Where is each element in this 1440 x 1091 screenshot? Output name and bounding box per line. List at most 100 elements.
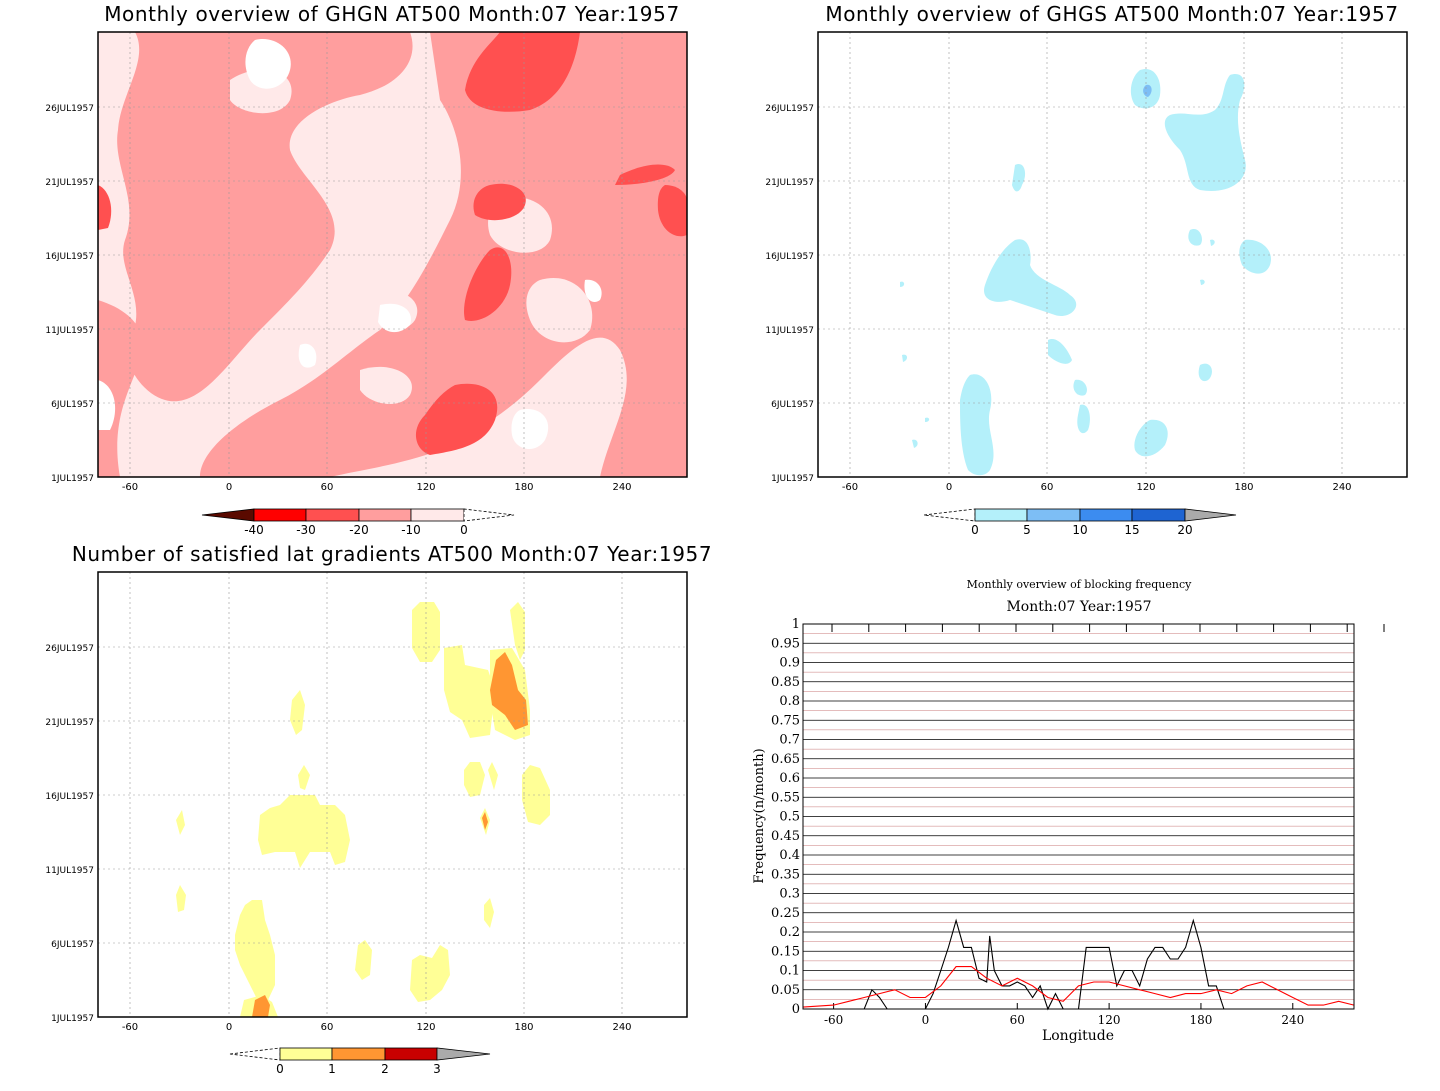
lat-colorbar-swatch — [279, 1047, 333, 1061]
lat-colorbar-label: 3 — [433, 1062, 441, 1076]
lat-colorbar — [229, 1047, 491, 1061]
ghgs-ytick: 21JUL1957 — [765, 178, 814, 188]
panel-lat-title: Number of satisfied lat gradients AT500 … — [72, 542, 712, 566]
lat-ytick: 21JUL1957 — [45, 718, 94, 728]
ghgs-grid — [818, 32, 1407, 477]
freq-ytick: 0.4 — [779, 848, 800, 863]
ghgs-ytick: 26JUL1957 — [765, 104, 814, 114]
freq-ylabel: Frequency(n/month) — [752, 748, 767, 883]
ghgn-xtick: 0 — [226, 482, 232, 493]
ghgn-ytick: 11JUL1957 — [45, 326, 94, 336]
panel-ghgn-title: Monthly overview of GHGN AT500 Month:07 … — [104, 2, 680, 26]
lat-xtick: 240 — [612, 1022, 631, 1033]
lat-ytick: 26JUL1957 — [45, 644, 94, 654]
freq-ytick: 0.65 — [771, 752, 800, 767]
ghgs-colorbar-labels: 0 5 10 15 20 — [971, 523, 1192, 537]
lat-y-ticks: 1JUL1957 6JUL1957 11JUL1957 16JUL1957 21… — [45, 644, 94, 1024]
ghgn-ytick: 21JUL1957 — [45, 178, 94, 188]
ghgn-x-ticks: -60 0 60 120 180 240 — [122, 482, 632, 493]
ghgs-colorbar-label: 5 — [1023, 523, 1031, 537]
ghgn-colorbar-labels: -40 -30 -20 -10 0 — [244, 523, 468, 537]
ghgn-colorbar-swatch — [253, 508, 307, 522]
ghgn-colorbar-swatch — [201, 508, 255, 522]
lat-colorbar-swatch — [331, 1047, 386, 1061]
ghgs-xtick: 180 — [1234, 482, 1253, 493]
freq-ytick: 0.95 — [771, 636, 800, 651]
freq-ytick: 1 — [792, 617, 800, 632]
lat-colorbar-label: 1 — [328, 1062, 336, 1076]
ghgs-ytick: 6JUL1957 — [771, 400, 814, 410]
lat-xtick: -60 — [122, 1022, 138, 1033]
freq-x-ticks: -60 0 60 120 180 240 — [824, 1003, 1304, 1027]
freq-ytick: 0.25 — [771, 906, 800, 921]
freq-ytick: 0.05 — [771, 983, 800, 998]
freq-ytick: 0.2 — [779, 925, 800, 940]
freq-y-ticks: 0 0.05 0.1 0.15 0.2 0.25 0.3 0.35 0.4 0.45 0.5 0.55… — [771, 617, 800, 1017]
ghgn-colorbar-swatch — [410, 508, 465, 522]
panel-ghgn: Monthly overview of GHGN AT500 Month:07 … — [45, 2, 688, 537]
ghgs-xtick: -60 — [842, 482, 858, 493]
ghgs-y-ticks: 1JUL1957 6JUL1957 11JUL1957 16JUL1957 21… — [765, 104, 814, 484]
ghgn-frame — [97, 31, 688, 478]
ghgn-colorbar-swatch — [358, 508, 412, 522]
lat-x-ticks: -60 0 60 120 180 240 — [122, 1022, 632, 1033]
freq-xtick: 0 — [922, 1013, 930, 1027]
freq-subtitle: Month:07 Year:1957 — [1006, 599, 1151, 615]
ghgn-xtick: -60 — [122, 482, 138, 493]
lat-colorbar-swatch — [229, 1047, 281, 1061]
ghgn-colorbar-label: 0 — [460, 523, 468, 537]
ghgn-ytick: 1JUL1957 — [51, 474, 94, 484]
freq-ytick: 0.1 — [779, 964, 800, 979]
ghgn-colorbar-label: -40 — [244, 523, 264, 537]
panel-lat: Number of satisfied lat gradients AT500 … — [45, 542, 712, 1076]
ghgs-colorbar-label: 0 — [971, 523, 979, 537]
lat-ytick: 16JUL1957 — [45, 792, 94, 802]
freq-grid — [803, 623, 1385, 1010]
ghgs-colorbar-swatch — [923, 508, 976, 522]
lat-xtick: 0 — [226, 1022, 232, 1033]
ghgs-colorbar-label: 20 — [1177, 523, 1192, 537]
ghgs-xtick: 0 — [946, 482, 952, 493]
ghgn-ytick: 6JUL1957 — [51, 400, 94, 410]
ghgs-frame — [817, 31, 1408, 478]
ghgs-ytick: 16JUL1957 — [765, 252, 814, 262]
ghgs-colorbar-swatch — [1184, 508, 1237, 522]
ghgn-xtick: 120 — [416, 482, 435, 493]
freq-xtick: 120 — [1098, 1013, 1121, 1027]
ghgs-colorbar-swatch — [1026, 508, 1081, 522]
freq-xlabel: Longitude — [1042, 1028, 1114, 1044]
freq-series-line — [802, 966, 1355, 1008]
freq-ytick: 0.8 — [779, 694, 800, 709]
ghgs-xtick: 60 — [1041, 482, 1054, 493]
freq-xtick: 60 — [1010, 1013, 1025, 1027]
ghgs-colorbar-swatch — [1079, 508, 1133, 522]
ghgn-colorbar-label: -20 — [349, 523, 369, 537]
ghgn-colorbar-swatch — [305, 508, 360, 522]
panel-ghgs-title: Monthly overview of GHGS AT500 Month:07 … — [825, 2, 1398, 26]
ghgs-colorbar-label: 10 — [1072, 523, 1087, 537]
ghgn-colorbar — [201, 508, 515, 522]
lat-colorbar-labels: 0 1 2 3 — [276, 1062, 441, 1076]
freq-ytick: 0.7 — [779, 733, 800, 748]
freq-ytick: 0.75 — [771, 713, 800, 728]
ghgs-ytick: 1JUL1957 — [771, 474, 814, 484]
freq-title: Monthly overview of blocking frequency — [967, 578, 1193, 591]
ghgs-colorbar — [923, 508, 1237, 522]
ghgs-xtick: 240 — [1332, 482, 1351, 493]
lat-xtick: 60 — [321, 1022, 334, 1033]
lat-xtick: 120 — [416, 1022, 435, 1033]
freq-xtick: -60 — [824, 1013, 843, 1027]
ghgs-field — [818, 32, 1407, 477]
lat-colorbar-label: 2 — [381, 1062, 389, 1076]
freq-ytick: 0.15 — [771, 944, 800, 959]
freq-series — [802, 918, 1355, 1011]
freq-ytick: 0.3 — [779, 887, 800, 902]
freq-frame — [802, 623, 1355, 1010]
freq-series-line — [803, 918, 1354, 1011]
ghgn-grid — [98, 32, 687, 477]
ghgs-colorbar-label: 15 — [1124, 523, 1139, 537]
ghgn-ytick: 26JUL1957 — [45, 104, 94, 114]
lat-field — [98, 572, 687, 1017]
lat-ytick: 11JUL1957 — [45, 866, 94, 876]
panel-ghgs: Monthly overview of GHGS AT500 Month:07 … — [765, 2, 1408, 537]
